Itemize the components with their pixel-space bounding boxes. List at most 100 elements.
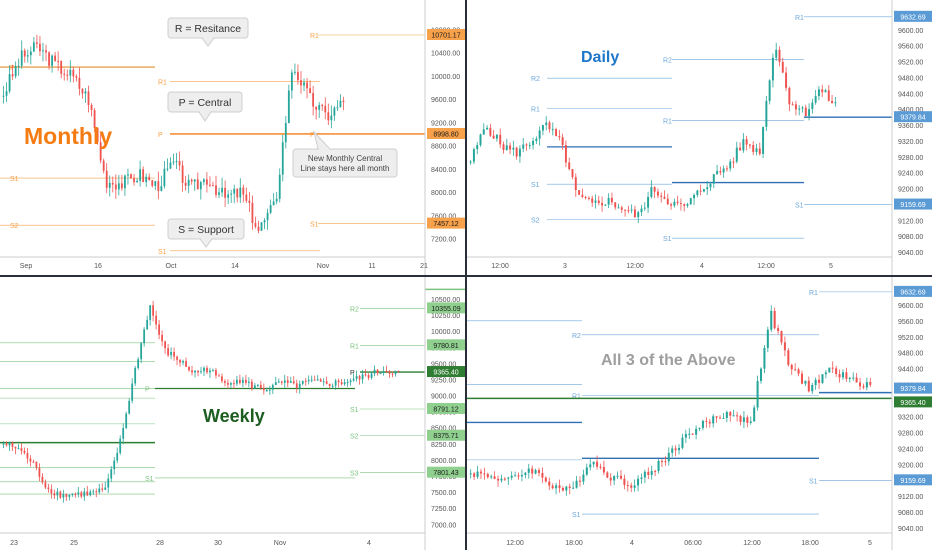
price-badge-label: 9365.40 [900, 400, 925, 407]
daily-candle-body [610, 197, 613, 203]
weekly-candle-body [32, 461, 35, 463]
daily-candle-body [752, 145, 755, 152]
monthly-candle-body [318, 105, 321, 110]
daily-candle-body [597, 200, 600, 203]
monthly-candle-body [8, 74, 11, 92]
weekly-candle-body [158, 324, 161, 335]
weekly-candle-body [5, 443, 8, 446]
monthly-chart-panel[interactable]: PS1S2R1S1R1PPS1 7200.007600.008000.00840… [0, 0, 465, 275]
monthly-candle-body [257, 226, 260, 231]
x-tick-label: Nov [274, 540, 287, 547]
price-badge [894, 474, 932, 486]
weekly-candle-body [56, 491, 59, 496]
monthly-candle-body [215, 185, 217, 195]
combined-candle-body [517, 475, 520, 477]
y-tick-label: 9440.00 [898, 367, 923, 374]
combined-candle-body [852, 377, 855, 379]
monthly-candle-body [81, 88, 84, 94]
x-tick-label: Nov [317, 263, 330, 270]
monthly-chart[interactable]: PS1S2R1S1R1PPS1 7200.007600.008000.00840… [0, 0, 465, 275]
weekly-candle-body [62, 494, 65, 498]
monthly-candle-body [26, 55, 29, 57]
combined-candle-body [688, 433, 691, 435]
price-badge [894, 198, 932, 210]
monthly-candle-body [45, 50, 47, 53]
daily-candle-body [814, 96, 817, 103]
y-tick-label: 8250.00 [431, 442, 456, 449]
x-tick-label: 30 [214, 540, 222, 547]
weekly-candle-body [101, 488, 104, 490]
combined-candle-body [818, 379, 821, 383]
daily-candle-body [725, 168, 728, 170]
combined-candle-body [664, 461, 667, 463]
daily-candle-body [643, 207, 646, 209]
monthly-candle-body [263, 220, 266, 223]
monthly-candle-body [2, 95, 5, 97]
support-callout-text: S = Support [178, 224, 234, 236]
combined-candle-body [753, 407, 756, 422]
combined-candle-body [497, 478, 500, 481]
price-badge-label: 10355.09 [431, 306, 460, 313]
daily-candle-body [486, 127, 489, 130]
combined-candle-body [712, 416, 715, 424]
combined-candle-body [548, 481, 551, 486]
combined-candle-body [500, 478, 503, 481]
monthly-candle-body [212, 185, 214, 187]
daily-chart[interactable]: R2 R1 S1 S2 R2 R1 S1 R1 S1 9040.00 9080.00 9120.00… [467, 0, 932, 275]
daily-candle-body [518, 148, 521, 157]
x-tick-label: 28 [156, 540, 164, 547]
daily-candle-body [778, 49, 781, 62]
daily-candle-body [581, 194, 584, 197]
weekly-candle-body [95, 491, 98, 493]
combined-candle-body [763, 347, 766, 369]
daily-candle-body [804, 107, 807, 117]
daily-chart-panel[interactable]: R2 R1 S1 S2 R2 R1 S1 R1 S1 9040.00 9080.00 9120.00… [467, 0, 932, 275]
price-badge-label: 8998.80 [433, 131, 458, 138]
daily-candle-body [509, 145, 512, 150]
combined-candle-body [602, 467, 605, 473]
monthly-candle-body [39, 43, 41, 52]
combined-candle-body [486, 474, 489, 478]
weekly-candle-body [83, 491, 86, 497]
weekly-candle-body [316, 379, 319, 381]
support-callout: S = Support [167, 218, 245, 248]
weekly-candle-body [98, 488, 101, 493]
monthly-candle-body [60, 61, 63, 74]
monthly-candle-body [35, 42, 38, 44]
y-tick-label: 8000.00 [431, 190, 456, 197]
monthly-candle-body [190, 179, 193, 182]
monthly-candle-body [17, 65, 20, 67]
weekly-candle-body [35, 461, 38, 468]
y-tick-label: 7250.00 [431, 506, 456, 513]
monthly-candle-body [42, 50, 44, 52]
combined-candle-body [862, 386, 865, 388]
monthly-candle-body [90, 105, 93, 111]
combined-candle-body [797, 369, 800, 374]
y-tick-label: 8000.00 [431, 458, 456, 465]
daily-candle-body [663, 196, 666, 199]
monthly-candle-body [300, 80, 302, 86]
monthly-candle-body [205, 179, 208, 185]
weekly-level-label: R2 [350, 306, 359, 313]
combined-candle-body [555, 485, 558, 489]
monthly-candle-body [130, 174, 132, 179]
monthly-candle-body [342, 100, 345, 103]
x-tick-label: 4 [700, 263, 704, 270]
monthly-candle-body [251, 202, 254, 223]
combined-candle-body [630, 485, 633, 488]
y-tick-label: 9080.00 [898, 510, 923, 517]
monthly-candle-body [169, 162, 172, 169]
weekly-candle-body [250, 381, 253, 389]
monthly-candle-body [315, 106, 318, 110]
monthly-candle-body [202, 179, 205, 183]
y-tick-label: 9500.00 [431, 361, 456, 368]
combined-candle-body [695, 428, 698, 435]
combined-candle-body [869, 382, 872, 385]
daily-candle-body [683, 204, 686, 206]
daily-candle-body [824, 90, 827, 93]
monthly-candle-body [330, 115, 333, 121]
